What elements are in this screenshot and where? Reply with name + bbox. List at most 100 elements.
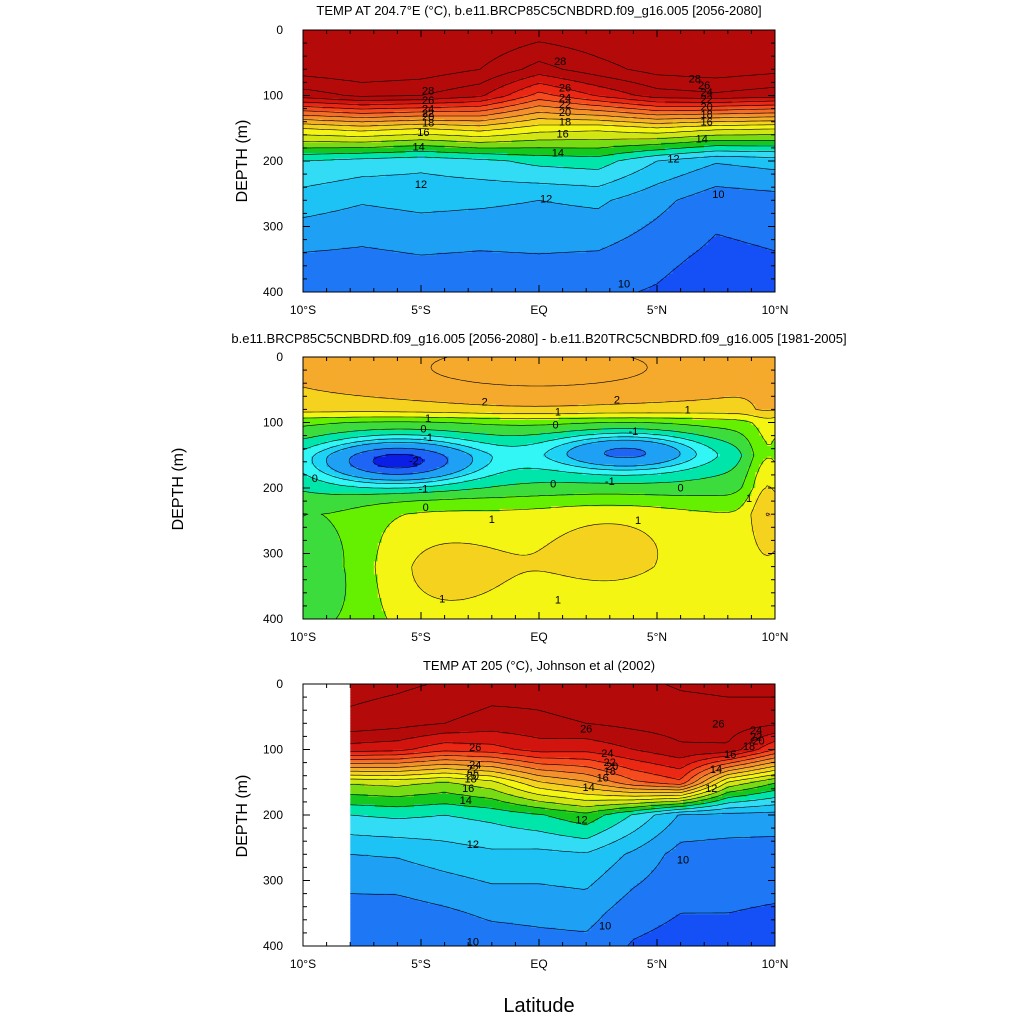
contour-cell bbox=[346, 61, 351, 65]
contour-cell bbox=[704, 45, 709, 49]
contour-cell bbox=[771, 69, 775, 73]
contour-cell bbox=[531, 100, 536, 104]
contour-cell bbox=[723, 113, 729, 118]
contour-cell bbox=[350, 129, 355, 133]
contour-cell bbox=[358, 111, 363, 115]
contour-cell bbox=[747, 66, 752, 70]
contour-cell bbox=[539, 90, 544, 94]
contour-cell bbox=[346, 95, 351, 99]
contour-cell bbox=[456, 58, 461, 63]
contour-cell bbox=[531, 126, 536, 131]
contour-cell bbox=[692, 92, 697, 97]
contour-cell bbox=[546, 129, 552, 133]
contour-cell bbox=[625, 35, 631, 39]
contour-cell bbox=[566, 92, 572, 97]
contour-cell bbox=[609, 40, 615, 44]
contour-cell bbox=[491, 124, 497, 128]
contour-cell bbox=[676, 77, 682, 81]
contour-cell bbox=[456, 105, 461, 110]
contour-cell bbox=[491, 119, 497, 123]
contour-cell bbox=[487, 69, 493, 73]
contour-cell bbox=[417, 50, 422, 55]
contour-cell bbox=[413, 132, 418, 136]
contour-cell bbox=[645, 53, 650, 57]
contour-cell bbox=[594, 129, 599, 133]
contour-cell bbox=[334, 53, 339, 57]
contour-cell bbox=[448, 64, 454, 68]
contour-cell bbox=[527, 100, 532, 104]
contour-cell bbox=[684, 82, 690, 86]
contour-cell bbox=[546, 71, 552, 76]
contour-cell bbox=[751, 58, 756, 63]
contour-cell bbox=[731, 126, 737, 131]
contour-cell bbox=[590, 74, 595, 78]
contour-cell bbox=[306, 82, 312, 86]
contour-cell bbox=[688, 77, 693, 81]
contour-cell bbox=[354, 113, 359, 118]
contour-cell bbox=[609, 74, 615, 78]
contour-cell bbox=[499, 35, 505, 39]
contour-cell bbox=[582, 105, 587, 110]
contour-cell bbox=[763, 85, 768, 89]
contour-cell bbox=[303, 48, 308, 52]
contour-cell bbox=[503, 64, 509, 68]
contour-cell bbox=[653, 37, 658, 42]
contour-cell bbox=[314, 111, 320, 115]
contour-cell bbox=[523, 132, 528, 136]
contour-cell bbox=[621, 43, 627, 47]
contour-cell bbox=[696, 71, 701, 76]
contour-cell bbox=[546, 100, 552, 104]
contour-cell bbox=[511, 79, 516, 83]
contour-cell bbox=[558, 43, 564, 47]
contour-cell bbox=[771, 35, 775, 39]
contour-cell bbox=[558, 137, 564, 141]
contour-cell bbox=[605, 50, 611, 55]
contour-cell bbox=[578, 132, 583, 136]
contour-cell bbox=[731, 98, 737, 102]
contour-cell bbox=[322, 124, 328, 128]
contour-cell bbox=[440, 50, 446, 55]
contour-cell bbox=[727, 92, 733, 97]
contour-cell bbox=[668, 40, 674, 44]
contour-cell bbox=[413, 90, 418, 94]
contour-cell bbox=[531, 132, 536, 136]
contour-cell bbox=[306, 71, 312, 76]
contour-cell bbox=[598, 37, 603, 42]
contour-cell bbox=[531, 61, 536, 65]
contour-cell bbox=[739, 121, 745, 125]
contour-cell bbox=[303, 98, 308, 102]
contour-cell bbox=[436, 30, 442, 34]
contour-cell bbox=[590, 137, 595, 141]
contour-cell bbox=[609, 82, 615, 86]
contour-cell bbox=[645, 48, 650, 52]
contour-cell bbox=[649, 32, 654, 36]
contour-cell bbox=[771, 66, 775, 70]
contour-cell bbox=[436, 64, 442, 68]
contour-cell bbox=[696, 87, 701, 91]
contour-cell bbox=[365, 56, 371, 60]
contour-cell bbox=[401, 40, 406, 44]
contour-cell bbox=[680, 111, 686, 115]
contour-cell bbox=[515, 116, 520, 120]
contour-cell bbox=[680, 58, 686, 63]
contour-cell bbox=[570, 48, 575, 52]
contour-cell bbox=[365, 61, 371, 65]
contour-cell bbox=[700, 64, 705, 68]
contour-cell bbox=[523, 98, 528, 102]
contour-cell bbox=[637, 90, 642, 94]
contour-cell bbox=[373, 37, 379, 42]
contour-cell bbox=[531, 50, 536, 55]
contour-cell bbox=[476, 111, 481, 115]
contour-cell bbox=[645, 129, 650, 133]
contour-cell bbox=[393, 129, 398, 133]
contour-cell bbox=[743, 111, 749, 115]
contour-cell bbox=[621, 126, 627, 131]
contour-cell bbox=[751, 103, 756, 107]
contour-cell bbox=[468, 56, 473, 60]
contour-cell bbox=[633, 58, 638, 63]
contour-cell bbox=[664, 74, 670, 78]
contour-cell bbox=[428, 116, 434, 120]
contour-cell bbox=[771, 108, 775, 112]
contour-cell bbox=[306, 124, 312, 128]
contour-cell bbox=[594, 40, 599, 44]
